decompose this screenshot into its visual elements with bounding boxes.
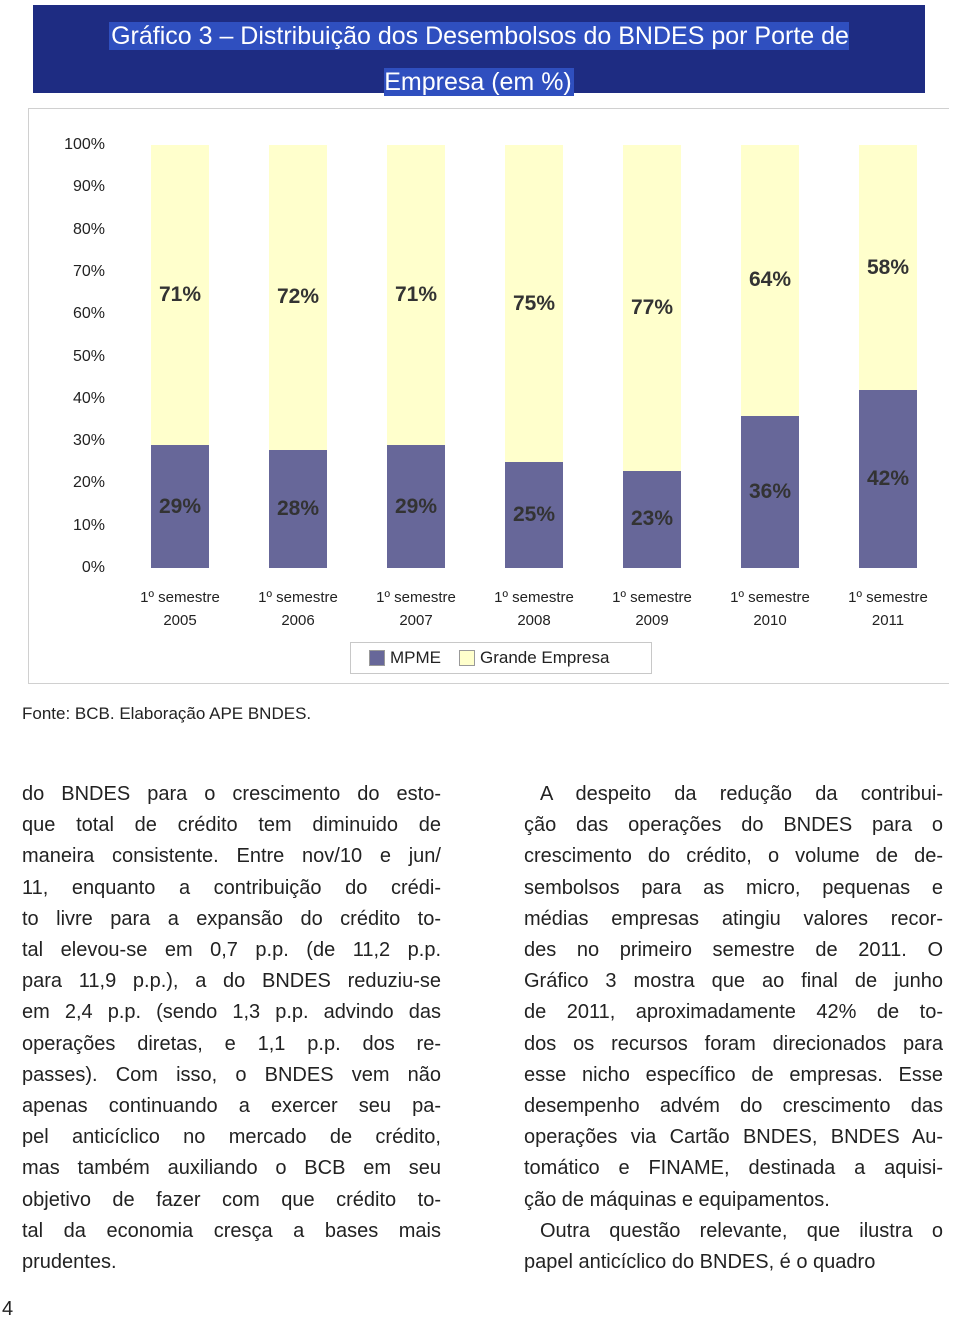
text-line: em 2,4 p.p. (sendo 1,3 p.p. advindo das [22, 1001, 441, 1024]
right-column: A despeito da redução da contribui-ção d… [524, 779, 943, 1278]
left-column: do BNDES para o crescimento do esto-que … [22, 779, 441, 1278]
text-line: para 11,9 p.p.), a do BNDES reduziu-se [22, 970, 441, 993]
legend-label: Grande Empresa [480, 648, 610, 667]
text-line: papel anticíclico do BNDES, é o quadro [524, 1251, 876, 1274]
value-label: 25% [512, 503, 556, 527]
y-tick-label: 60% [72, 305, 105, 323]
bar-segment [623, 470, 681, 568]
y-tick-label: 80% [72, 220, 105, 238]
value-label: 71% [394, 283, 438, 307]
bar-segment [741, 415, 799, 568]
value-label: 42% [866, 467, 910, 491]
legend-label: MPME [390, 648, 441, 667]
y-tick-label: 30% [72, 432, 105, 450]
legend-swatch [369, 650, 385, 666]
text-line: dos os recursos foram direcionados para [524, 1032, 943, 1055]
bar-segment [387, 145, 445, 446]
bar-segment [151, 445, 209, 568]
y-tick-label: 50% [72, 347, 105, 365]
legend: MPME Grande Empresa [350, 642, 652, 674]
value-label: 77% [630, 295, 674, 319]
text-line: do BNDES para o crescimento do esto- [22, 783, 441, 805]
text-line: apenas continuando a exercer seu pa- [22, 1095, 441, 1118]
text-line: maneira consistente. Entre nov/10 e jun/ [22, 845, 441, 868]
value-label: 71% [158, 283, 202, 307]
text-line: Outra questão relevante, que ilustra o [540, 1219, 943, 1242]
text-line: sembolsos para as micro, pequenas e [524, 876, 943, 899]
value-label: 36% [748, 479, 792, 503]
x-tick-label: 1º semestre 2007 [376, 589, 456, 629]
value-label: 58% [866, 255, 910, 279]
bar-segment [741, 145, 799, 416]
y-tick-label: 20% [72, 474, 105, 492]
text-line: tomático e FINAME, destinada a aquisi- [524, 1157, 943, 1180]
value-label: 72% [276, 285, 320, 309]
text-line: de 2011, aproximadamente 42% de to- [524, 1001, 943, 1024]
value-label: 64% [748, 268, 792, 292]
y-tick-label: 10% [72, 516, 105, 534]
text-line: que total de crédito tem diminuido de [22, 814, 441, 837]
y-tick-label: 100% [64, 136, 105, 153]
legend-item: Grande Empresa [459, 643, 609, 673]
bar-segment [269, 449, 327, 568]
y-tick-label: 0% [81, 559, 105, 576]
chart-title: Gráfico 3 – Distribuição dos Desembolsos… [109, 22, 849, 96]
x-tick-label: 1º semestre 2005 [140, 589, 220, 629]
value-label: 29% [158, 494, 202, 518]
bar-segment [859, 145, 917, 391]
text-line: objetivo de fazer com que crédito to- [22, 1188, 441, 1211]
x-tick-label: 1º semestre 2006 [258, 589, 338, 629]
text-line: ção de máquinas e equipamentos. [524, 1188, 830, 1211]
y-tick-label: 90% [72, 178, 105, 196]
text-line: tal elevou-se em 0,7 p.p. (de 11,2 p.p. [22, 939, 441, 962]
bar-segment [387, 445, 445, 568]
legend-swatch [459, 650, 475, 666]
text-line: 11, enquanto a contribuição do crédi- [22, 876, 441, 899]
text-line: tal da economia cresça a bases mais [22, 1219, 441, 1242]
text-line: operações diretas, e 1,1 p.p. dos re- [22, 1032, 441, 1055]
text-line: crescimento do crédito, o volume de de- [524, 845, 943, 868]
text-line: esse nicho específico de empresas. Esse [524, 1063, 943, 1086]
chart-title-wrap: Gráfico 3 – Distribuição dos Desembolsos… [73, 13, 885, 105]
text-line: médias empresas atingiu valores recor- [524, 907, 943, 930]
text-line: passes). Com isso, o BNDES vem não [22, 1063, 441, 1086]
bar-segment [151, 145, 209, 446]
text-line: A despeito da redução da contribui- [540, 783, 943, 805]
source-note: Fonte: BCB. Elaboração APE BNDES. [22, 704, 312, 723]
bar-segment [505, 462, 563, 568]
text-line: desempenho advém do crescimento das [524, 1095, 943, 1118]
text-line: prudentes. [22, 1251, 117, 1274]
value-label: 23% [630, 507, 674, 531]
bar-segment [505, 145, 563, 463]
x-tick-label: 1º semestre 2008 [494, 589, 574, 629]
y-tick-label: 70% [72, 262, 105, 280]
x-tick-label: 1º semestre 2011 [848, 589, 928, 629]
text-line: mas também auxiliando o BCB em seu [22, 1157, 441, 1180]
bar-segment [623, 145, 681, 471]
page-number: 4 [2, 1298, 14, 1320]
title-box: Gráfico 3 – Distribuição dos Desembolsos… [33, 5, 925, 96]
x-tick-label: 1º semestre 2010 [730, 589, 810, 629]
text-line: Gráfico 3 mostra que ao final de junho [524, 970, 943, 993]
chart-frame [28, 108, 949, 684]
text-line: operações via Cartão BNDES, BNDES Au- [524, 1126, 943, 1149]
x-tick-label: 1º semestre 2009 [612, 589, 692, 629]
value-label: 28% [276, 496, 320, 520]
text-line: pel anticíclico no mercado de crédito, [22, 1126, 441, 1149]
text-line: ção das operações do BNDES para o [524, 814, 943, 837]
legend-item: MPME [369, 643, 441, 673]
y-tick-label: 40% [72, 389, 105, 407]
value-label: 29% [394, 494, 438, 518]
value-label: 75% [512, 291, 556, 315]
bar-segment [859, 390, 917, 568]
text-line: des no primeiro semestre de 2011. O [524, 939, 943, 962]
text-line: to livre para a expansão do crédito to- [22, 907, 441, 930]
bar-segment [269, 145, 327, 450]
